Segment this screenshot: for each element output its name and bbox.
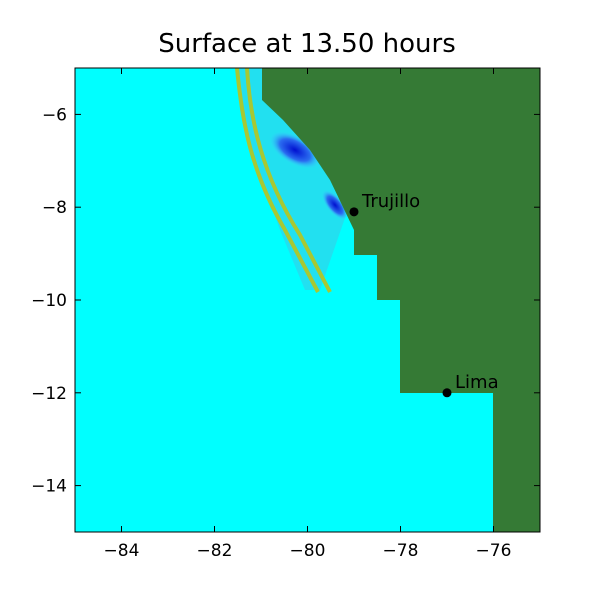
x-tick-label: −84 xyxy=(104,541,140,561)
y-tick-label: −10 xyxy=(31,291,67,311)
shelf xyxy=(237,68,346,290)
axes: −84 −82 −80 −78 −76 −14 −12 −10 −8 −6 Trujillo Lima xyxy=(31,68,540,561)
y-tick-label: −6 xyxy=(42,105,67,125)
y-tick-label: −8 xyxy=(42,198,67,218)
city-label: Lima xyxy=(455,372,499,393)
wave xyxy=(321,190,349,220)
x-tick-label: −82 xyxy=(197,541,233,561)
city-point xyxy=(442,388,452,398)
land xyxy=(262,68,540,532)
contour xyxy=(245,67,332,293)
y-tick-label: −14 xyxy=(31,477,67,497)
x-tick-label: −78 xyxy=(383,541,419,561)
x-tick-label: −80 xyxy=(290,541,326,561)
chart-title: Surface at 13.50 hours xyxy=(158,29,456,59)
x-tick-label: −76 xyxy=(476,541,512,561)
contour xyxy=(235,67,320,293)
city-point xyxy=(349,207,359,217)
city-label: Trujillo xyxy=(361,191,420,212)
y-tick-label: −12 xyxy=(31,384,67,404)
wave xyxy=(269,131,321,169)
